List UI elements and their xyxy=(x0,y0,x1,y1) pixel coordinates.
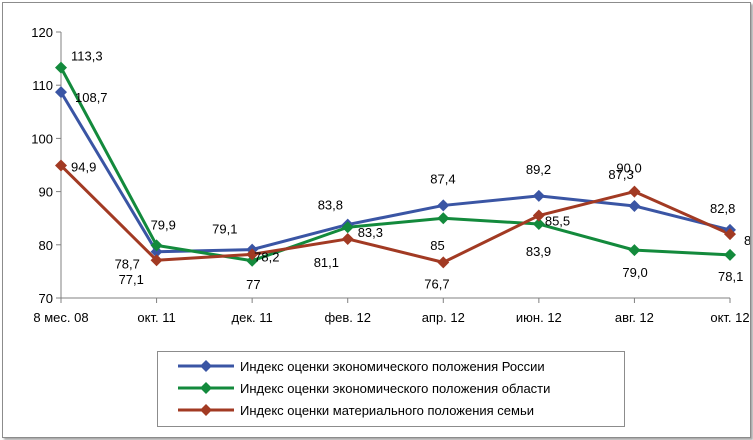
x-tick-label: дек. 11 xyxy=(232,310,273,325)
x-tick-label: 8 мес. 08 xyxy=(33,310,88,325)
data-point-s0-4 xyxy=(437,199,450,212)
data-label-s2-7: 82,0 xyxy=(744,233,750,248)
series-line-1 xyxy=(59,66,731,263)
y-tick-label: 70 xyxy=(39,291,53,306)
x-tick-label: окт. 12 xyxy=(710,310,749,325)
data-point-s0-5 xyxy=(532,189,545,202)
series-line-0 xyxy=(59,91,731,254)
legend-marker-2 xyxy=(200,404,212,416)
data-point-s1-3 xyxy=(341,221,354,234)
data-label-s0-5: 89,2 xyxy=(526,162,551,177)
data-label-s2-3: 81,1 xyxy=(314,255,339,270)
y-tick-label: 80 xyxy=(39,238,53,253)
data-label-s1-6: 79,0 xyxy=(622,265,647,280)
data-point-s2-6 xyxy=(628,185,641,198)
legend-swatch-russia xyxy=(178,360,234,372)
legend-swatch-family xyxy=(178,404,234,416)
legend-label-oblast: Индекс оценки экономического положения о… xyxy=(240,380,551,396)
legend-label-family: Индекс оценки материального положения се… xyxy=(240,402,535,418)
data-point-s0-6 xyxy=(628,199,641,212)
x-tick-label: апр. 12 xyxy=(422,310,465,325)
y-tick-label: 100 xyxy=(31,131,53,146)
data-label-s0-2: 79,1 xyxy=(212,222,237,237)
data-point-s1-6 xyxy=(628,244,641,257)
data-label-s0-0: 108,7 xyxy=(75,90,108,105)
data-label-s0-6: 87,3 xyxy=(608,167,633,182)
data-point-s0-0 xyxy=(55,86,67,99)
data-point-s1-5 xyxy=(532,218,545,231)
legend-label-russia: Индекс оценки экономического положения Р… xyxy=(240,358,545,374)
data-point-s1-1 xyxy=(150,239,163,252)
data-label-s2-5: 85,5 xyxy=(545,214,570,229)
legend-swatch-oblast xyxy=(178,382,234,394)
y-tick-label: 120 xyxy=(31,25,53,40)
legend-marker-1 xyxy=(200,382,212,394)
legend: Индекс оценки экономического положения Р… xyxy=(157,351,625,427)
data-point-s2-1 xyxy=(150,254,163,267)
data-label-s1-1: 79,9 xyxy=(151,217,176,232)
data-point-s1-4 xyxy=(437,212,450,225)
data-point-s0-1 xyxy=(150,245,163,258)
data-label-s0-1: 78,7 xyxy=(115,257,140,272)
data-point-s2-2 xyxy=(246,248,259,261)
data-point-s2-3 xyxy=(341,232,354,245)
data-label-s1-5: 83,9 xyxy=(526,244,551,259)
data-label-s1-3: 83,3 xyxy=(358,225,383,240)
x-tick-label: июн. 12 xyxy=(516,310,562,325)
data-point-s2-4 xyxy=(437,256,450,269)
x-tick-label: авг. 12 xyxy=(615,310,654,325)
data-point-s1-7 xyxy=(724,248,736,261)
data-label-s1-7: 78,1 xyxy=(718,269,743,284)
data-label-s2-4: 76,7 xyxy=(424,276,449,291)
data-label-s0-7: 82,8 xyxy=(710,201,735,216)
legend-item-oblast: Индекс оценки экономического положения о… xyxy=(176,378,550,398)
data-point-s2-5 xyxy=(532,209,545,222)
data-point-s2-7 xyxy=(724,228,736,241)
data-point-s2-0 xyxy=(55,159,67,172)
data-label-s1-4: 85 xyxy=(430,238,444,253)
data-label-s2-0: 94,9 xyxy=(71,160,96,175)
data-point-s1-2 xyxy=(246,254,259,267)
data-label-s0-4: 87,4 xyxy=(430,171,455,186)
data-point-s1-0 xyxy=(55,61,67,74)
y-tick-label: 110 xyxy=(32,78,53,93)
x-tick-label: фев. 12 xyxy=(324,310,371,325)
y-tick-label: 90 xyxy=(39,185,53,200)
x-tick-label: окт. 11 xyxy=(137,310,175,325)
data-label-s1-2: 77 xyxy=(246,277,260,292)
data-label-s2-2: 78,2 xyxy=(254,249,279,264)
data-label-s2-6: 90,0 xyxy=(616,161,641,176)
legend-item-russia: Индекс оценки экономического положения Р… xyxy=(176,356,545,376)
series-line-2 xyxy=(59,164,731,264)
line-chart: 70 80 90 100 110 120 8 мес. 08 окт. 11 дек. 11 фе… xyxy=(31,25,750,325)
data-label-s0-3: 83,8 xyxy=(318,198,343,213)
legend-item-family: Индекс оценки материального положения се… xyxy=(176,400,534,420)
data-label-s1-0: 113,3 xyxy=(71,49,103,64)
data-label-s2-1: 77,1 xyxy=(119,272,144,287)
legend-marker-0 xyxy=(200,360,212,372)
